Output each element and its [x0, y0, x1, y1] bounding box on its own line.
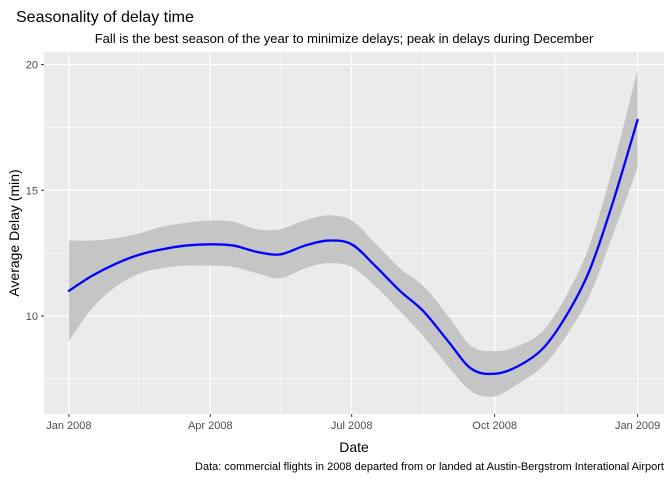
y-tick-label: 15 [26, 185, 38, 197]
chart-subtitle: Fall is the best season of the year to m… [95, 31, 594, 46]
x-tick-label: Oct 2008 [472, 420, 517, 432]
x-tick-label: Jan 2009 [615, 420, 660, 432]
series-line [67, 118, 639, 376]
x-tick-label: Jul 2008 [331, 420, 373, 432]
y-tick-label: 20 [26, 60, 38, 72]
x-axis-title: Date [339, 439, 369, 455]
chart-caption: Data: commercial flights in 2008 departe… [195, 461, 664, 473]
x-tick-label: Jan 2008 [46, 420, 91, 432]
trend-line [67, 118, 639, 376]
y-axis: 10 15 20 [26, 60, 44, 323]
grid-lines [44, 52, 664, 414]
y-axis-title: Average Delay (min) [6, 169, 22, 296]
x-tick-label: Apr 2008 [188, 420, 233, 432]
chart-title: Seasonality of delay time [16, 9, 194, 26]
confidence-ribbon [68, 69, 638, 397]
y-tick-label: 10 [26, 311, 38, 323]
confidence-band [68, 69, 638, 397]
x-axis: Jan 2008 Apr 2008 Jul 2008 Oct 2008 Jan 2009 [46, 414, 660, 432]
